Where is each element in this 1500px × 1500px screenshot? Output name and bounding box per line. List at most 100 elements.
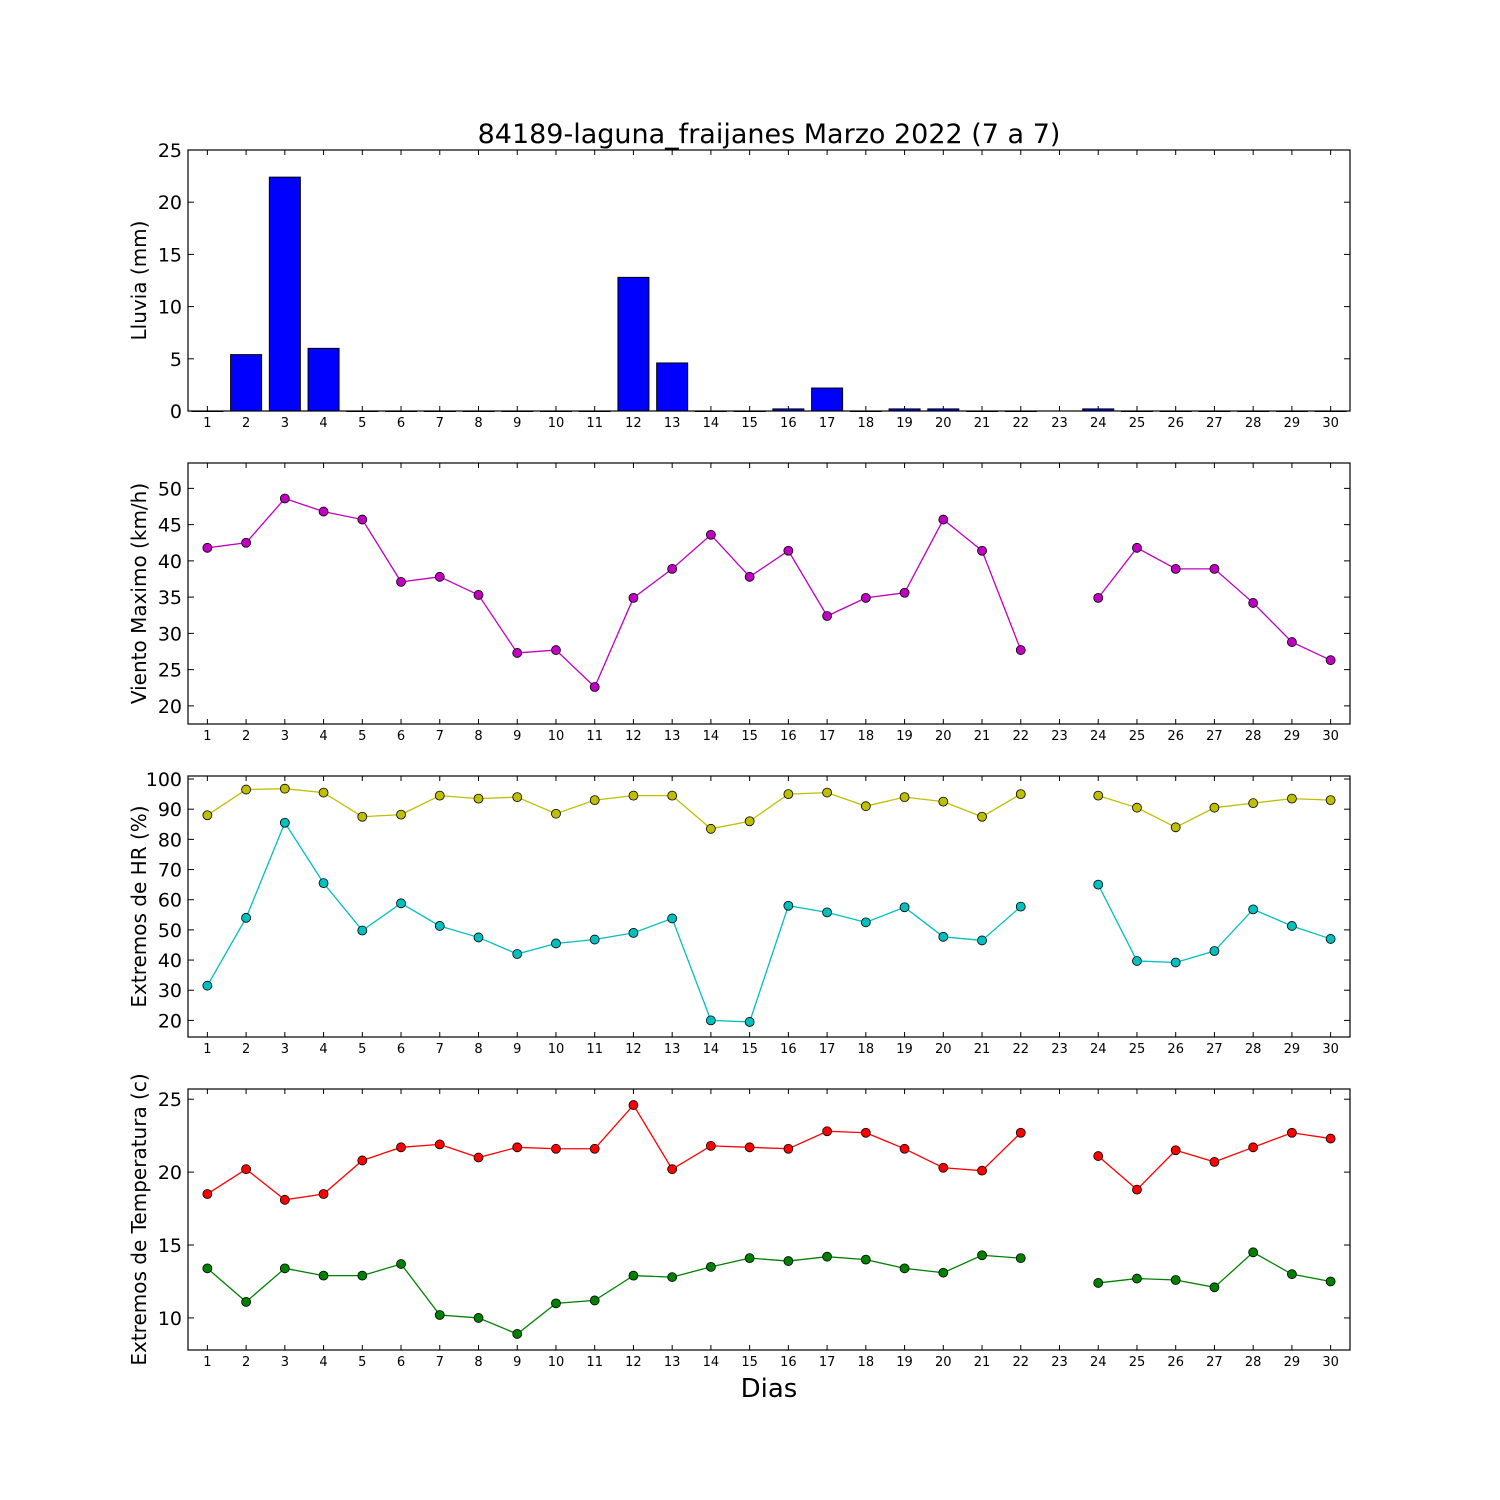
x-tick-label: 13 — [664, 1042, 681, 1057]
plot-frame-temperatura — [187, 1088, 1351, 1351]
point-humedad-1-day-8 — [473, 932, 484, 943]
x-tick-label: 23 — [1051, 1355, 1068, 1370]
plot-frame-viento — [187, 462, 1351, 725]
x-tick-label: 27 — [1206, 729, 1223, 744]
point-humedad-0-day-29 — [1287, 793, 1297, 804]
x-tick-label: 4 — [319, 729, 327, 744]
point-humedad-1-day-24 — [1093, 879, 1104, 890]
point-viento-0-day-24 — [1093, 592, 1104, 603]
point-humedad-0-day-19 — [899, 792, 910, 803]
x-tick-label: 2 — [242, 1355, 250, 1370]
point-humedad-0-day-21 — [977, 811, 987, 822]
x-tick-label: 4 — [319, 1355, 327, 1370]
y-tick-label: 35 — [158, 587, 182, 609]
bar-day-13 — [656, 362, 689, 412]
point-humedad-1-day-30 — [1325, 934, 1336, 944]
x-tick-label: 17 — [819, 416, 836, 431]
x-tick-label: 28 — [1245, 416, 1262, 431]
x-tick-label: 7 — [436, 729, 444, 744]
point-viento-0-day-2 — [241, 537, 252, 548]
point-temperatura-0-day-16 — [783, 1143, 794, 1154]
x-tick-label: 30 — [1322, 729, 1339, 744]
y-tick-label: 20 — [158, 1162, 182, 1184]
point-humedad-1-day-25 — [1132, 956, 1142, 966]
x-tick-label: 28 — [1245, 1355, 1262, 1370]
x-tick-label: 2 — [242, 1042, 250, 1057]
x-tick-label: 7 — [436, 1042, 444, 1057]
x-tick-label: 8 — [474, 416, 482, 431]
point-temperatura-1-day-2 — [241, 1296, 252, 1307]
x-tick-label: 15 — [741, 729, 758, 744]
point-temperatura-0-day-14 — [706, 1140, 716, 1151]
point-temperatura-1-day-14 — [706, 1261, 716, 1272]
series-line-temperatura-1 — [1098, 1251, 1331, 1289]
x-tick-label: 11 — [586, 729, 603, 744]
point-temperatura-1-day-16 — [783, 1256, 794, 1266]
point-humedad-1-day-16 — [783, 900, 794, 911]
point-viento-0-day-7 — [434, 571, 445, 582]
point-humedad-1-day-18 — [860, 917, 871, 928]
point-humedad-1-day-21 — [977, 935, 987, 946]
point-temperatura-1-day-22 — [1015, 1253, 1026, 1264]
x-tick-label: 12 — [625, 1042, 642, 1057]
x-tick-label: 21 — [974, 416, 991, 431]
point-temperatura-1-day-3 — [279, 1263, 290, 1274]
point-viento-0-day-5 — [357, 514, 368, 525]
x-tick-label: 16 — [780, 1355, 797, 1370]
x-tick-label: 24 — [1090, 1355, 1107, 1370]
point-humedad-0-day-8 — [473, 793, 484, 804]
point-temperatura-1-day-19 — [899, 1263, 910, 1274]
y-tick-label: 30 — [158, 623, 182, 645]
point-humedad-1-day-9 — [512, 949, 523, 959]
bar-day-3 — [268, 176, 301, 412]
x-tick-label: 6 — [397, 1355, 405, 1370]
x-tick-label: 5 — [358, 729, 366, 744]
point-humedad-0-day-15 — [744, 816, 755, 827]
point-viento-0-day-27 — [1209, 563, 1220, 574]
point-viento-0-day-29 — [1287, 637, 1297, 647]
point-viento-0-day-14 — [706, 529, 716, 540]
point-temperatura-1-day-7 — [434, 1310, 445, 1320]
x-tick-label: 23 — [1051, 729, 1068, 744]
x-tick-label: 9 — [513, 1042, 521, 1057]
x-tick-label: 25 — [1129, 729, 1146, 744]
point-temperatura-0-day-28 — [1248, 1142, 1259, 1153]
x-tick-label: 15 — [741, 1355, 758, 1370]
x-tick-label: 29 — [1284, 416, 1301, 431]
y-tick-label: 50 — [158, 920, 182, 942]
point-humedad-0-day-7 — [434, 790, 445, 801]
x-tick-label: 18 — [858, 416, 875, 431]
point-viento-0-day-4 — [318, 506, 329, 517]
x-tick-label: 18 — [858, 1042, 875, 1057]
x-tick-label: 22 — [1012, 416, 1029, 431]
x-tick-label: 27 — [1206, 1042, 1223, 1057]
x-tick-label: 19 — [896, 416, 913, 431]
point-viento-0-day-3 — [279, 493, 290, 504]
point-temperatura-1-day-6 — [396, 1259, 406, 1269]
x-tick-label: 27 — [1206, 1355, 1223, 1370]
x-tick-label: 28 — [1245, 1042, 1262, 1057]
x-tick-label: 25 — [1129, 1355, 1146, 1370]
point-temperatura-0-day-2 — [241, 1164, 252, 1175]
point-temperatura-0-day-7 — [434, 1139, 445, 1150]
point-temperatura-1-day-25 — [1132, 1273, 1142, 1284]
y-tick-label: 20 — [158, 696, 182, 718]
bar-day-2 — [230, 354, 263, 412]
y-axis-label-lluvia: Lluvia (mm) — [127, 221, 151, 341]
point-viento-0-day-20 — [938, 514, 949, 525]
y-tick-label: 20 — [158, 1010, 182, 1032]
point-temperatura-0-day-24 — [1093, 1151, 1104, 1161]
point-humedad-0-day-1 — [202, 810, 213, 821]
point-temperatura-1-day-11 — [589, 1295, 600, 1306]
y-tick-label: 0 — [170, 401, 182, 423]
x-tick-label: 29 — [1284, 1355, 1301, 1370]
x-tick-label: 11 — [586, 1042, 603, 1057]
point-temperatura-0-day-26 — [1170, 1145, 1181, 1156]
point-temperatura-0-day-25 — [1132, 1184, 1142, 1195]
y-tick-label: 100 — [146, 769, 182, 791]
point-humedad-1-day-20 — [938, 931, 949, 942]
x-tick-label: 16 — [780, 729, 797, 744]
x-tick-label: 7 — [436, 416, 444, 431]
y-tick-label: 70 — [158, 860, 182, 882]
x-tick-label: 2 — [242, 416, 250, 431]
